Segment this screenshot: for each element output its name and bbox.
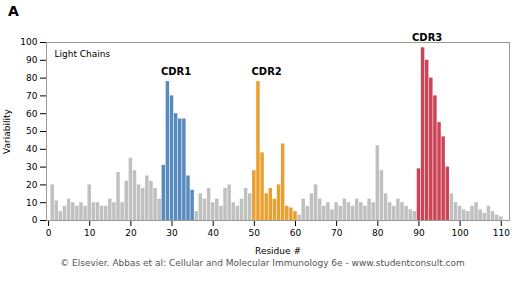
svg-text:CDR1: CDR1: [161, 66, 191, 77]
svg-text:60: 60: [26, 109, 38, 119]
svg-text:90: 90: [413, 228, 425, 238]
svg-text:Variability: Variability: [2, 108, 12, 153]
svg-text:20: 20: [26, 180, 38, 190]
svg-text:100: 100: [452, 228, 469, 238]
svg-text:50: 50: [26, 126, 38, 136]
html-text:A: A: [8, 3, 19, 19]
svg-text:10: 10: [84, 228, 96, 238]
html-text:© Elsevier. Abbas et al: Cellu: © Elsevier. Abbas et al: Cellular and Mo…: [60, 258, 465, 268]
svg-text:110: 110: [493, 228, 510, 238]
svg-text:70: 70: [26, 91, 38, 101]
svg-text:70: 70: [331, 228, 343, 238]
svg-text:Light Chains: Light Chains: [55, 49, 111, 59]
svg-text:40: 40: [207, 228, 219, 238]
svg-text:40: 40: [26, 144, 38, 154]
svg-text:30: 30: [166, 228, 178, 238]
svg-text:0: 0: [46, 228, 52, 238]
svg-text:50: 50: [249, 228, 261, 238]
svg-text:0: 0: [32, 215, 38, 225]
svg-text:20: 20: [125, 228, 137, 238]
svg-text:CDR2: CDR2: [252, 66, 282, 77]
svg-text:90: 90: [26, 55, 38, 65]
svg-text:80: 80: [372, 228, 384, 238]
svg-text:30: 30: [26, 162, 38, 172]
svg-text:60: 60: [290, 228, 302, 238]
svg-text:Residue #: Residue #: [255, 246, 301, 256]
svg-text:100: 100: [20, 37, 37, 47]
svg-text:CDR3: CDR3: [412, 32, 442, 43]
svg-text:80: 80: [26, 73, 38, 83]
svg-text:10: 10: [26, 198, 38, 208]
